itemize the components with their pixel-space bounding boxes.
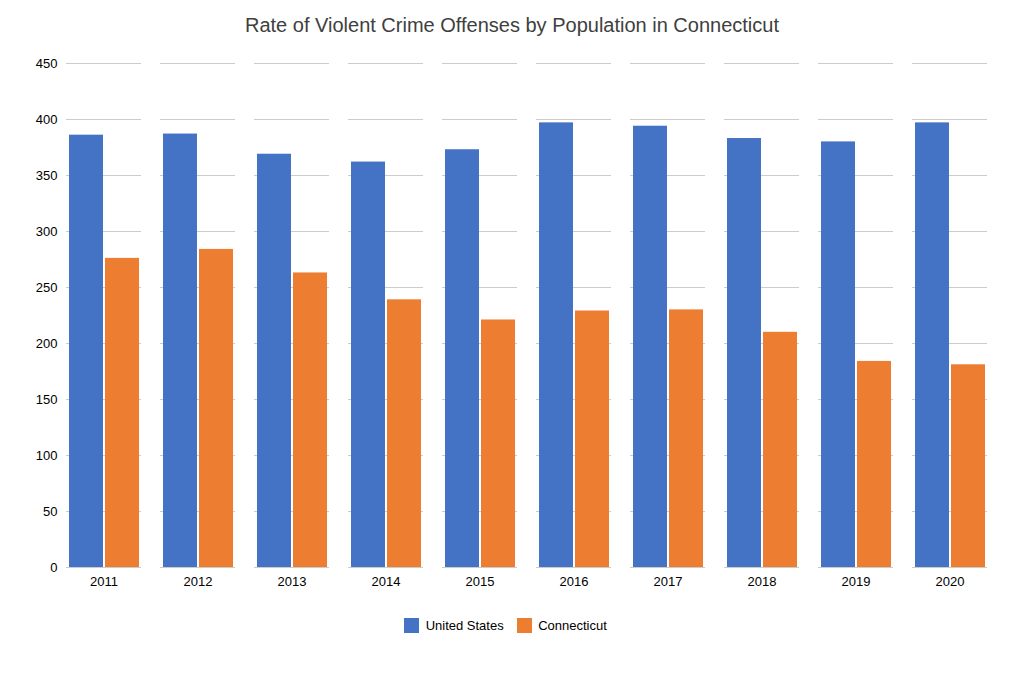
html-text:United States: United States: [425, 618, 504, 633]
svg-text:50: 50: [43, 504, 57, 519]
html-text:Connecticut: Connecticut: [538, 618, 607, 633]
svg-text:2015: 2015: [466, 574, 495, 589]
svg-text:2012: 2012: [184, 574, 213, 589]
svg-text:250: 250: [36, 280, 58, 295]
svg-text:150: 150: [36, 392, 58, 407]
svg-text:400: 400: [36, 112, 58, 127]
svg-text:300: 300: [36, 224, 58, 239]
svg-text:2013: 2013: [278, 574, 307, 589]
svg-text:0: 0: [50, 560, 57, 575]
svg-text:450: 450: [36, 56, 58, 71]
svg-text:200: 200: [36, 336, 58, 351]
svg-text:2018: 2018: [748, 574, 777, 589]
svg-text:2016: 2016: [560, 574, 589, 589]
svg-text:100: 100: [36, 448, 58, 463]
html-text:Rate of Violent Crime Offenses: Rate of Violent Crime Offenses by Popula…: [245, 14, 779, 36]
svg-text:2019: 2019: [842, 574, 871, 589]
svg-text:2020: 2020: [936, 574, 965, 589]
svg-text:2017: 2017: [654, 574, 683, 589]
svg-text:2011: 2011: [90, 574, 118, 589]
svg-text:350: 350: [36, 168, 58, 183]
svg-text:2014: 2014: [372, 574, 401, 589]
